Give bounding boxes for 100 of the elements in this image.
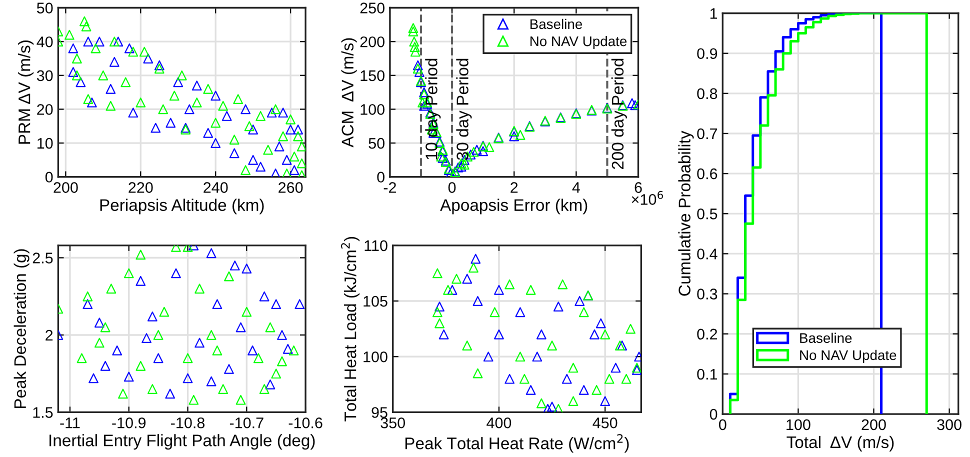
point	[166, 118, 176, 128]
point	[468, 146, 479, 157]
point	[224, 271, 234, 282]
point	[106, 100, 116, 111]
point	[88, 373, 98, 384]
point	[282, 155, 292, 165]
point	[242, 306, 252, 317]
y-tick-label: 0.5	[697, 208, 718, 220]
point	[259, 384, 270, 394]
point	[100, 322, 110, 332]
point	[271, 299, 282, 310]
point	[270, 104, 281, 114]
point	[165, 388, 176, 399]
point	[233, 94, 244, 104]
point	[578, 307, 589, 318]
point	[288, 345, 299, 356]
point	[154, 60, 164, 70]
point	[621, 374, 632, 384]
point	[504, 374, 515, 384]
x-tick-label: -10.6	[288, 417, 322, 428]
point	[230, 260, 240, 270]
x-tick-label: 200	[54, 182, 78, 193]
point	[76, 77, 86, 88]
legend-label: No NAV Update	[530, 36, 627, 49]
point	[490, 307, 500, 318]
point	[286, 124, 296, 134]
x-tick-label: 350	[380, 417, 405, 428]
point	[154, 64, 164, 74]
point	[282, 344, 293, 354]
y-tick-label: 50	[36, 2, 53, 14]
point	[142, 333, 152, 344]
point	[94, 338, 104, 348]
point	[453, 162, 464, 172]
point	[410, 42, 420, 52]
point	[289, 165, 300, 176]
point	[147, 312, 158, 322]
point	[286, 114, 296, 124]
point	[192, 98, 202, 108]
point	[509, 131, 520, 142]
point	[218, 100, 228, 111]
y-tick-label: 40	[36, 36, 53, 48]
point	[432, 307, 442, 318]
point	[169, 90, 180, 101]
ref-line-label: 30 day Period	[456, 58, 472, 160]
point	[536, 398, 546, 408]
point	[632, 365, 642, 375]
y-tick-label: 0.6	[697, 168, 718, 180]
point	[558, 279, 568, 290]
point	[81, 21, 92, 32]
y-tick-label: 100	[360, 104, 384, 115]
x-tick-label: 2	[510, 182, 518, 193]
point	[296, 158, 306, 168]
point	[259, 291, 270, 302]
point	[173, 77, 184, 88]
x-axis-title: Periapsis Altitude (km)	[100, 198, 264, 214]
point	[136, 360, 146, 371]
point	[150, 122, 161, 133]
point	[504, 279, 515, 290]
point	[109, 36, 120, 47]
point	[194, 338, 204, 348]
point	[289, 152, 300, 162]
point	[526, 385, 536, 395]
point	[224, 364, 234, 374]
point	[128, 108, 138, 118]
point	[212, 345, 222, 356]
x-axis-title: Peak Total Heat Rate (W/cm$^{2}$)	[405, 434, 629, 453]
point	[118, 388, 128, 399]
point	[68, 67, 78, 77]
point	[494, 284, 504, 295]
y-tick-label: 0.2	[697, 328, 718, 340]
point	[578, 385, 589, 395]
point	[263, 144, 274, 155]
point	[293, 124, 303, 134]
point	[182, 353, 193, 364]
point	[515, 307, 526, 318]
point	[468, 262, 478, 273]
y-tick-label: 95	[372, 407, 388, 418]
point	[277, 356, 287, 366]
point	[159, 306, 170, 317]
point	[100, 360, 110, 371]
y-tick-label: 2.5	[32, 252, 53, 264]
point	[553, 404, 564, 412]
point	[256, 111, 266, 121]
point	[147, 384, 158, 394]
point	[128, 46, 138, 57]
point	[494, 329, 504, 340]
point	[412, 60, 423, 70]
point	[206, 330, 216, 340]
point	[266, 108, 277, 118]
point	[562, 374, 572, 384]
point	[244, 121, 254, 132]
y-tick-label: 105	[364, 296, 388, 307]
point	[83, 36, 94, 47]
point	[536, 329, 546, 340]
point	[248, 155, 258, 165]
point	[568, 362, 578, 373]
x-tick-label: 200	[862, 419, 886, 430]
point	[600, 329, 610, 340]
x-tick-label: -10.8	[171, 417, 205, 428]
x-tick-label: -11	[60, 418, 80, 428]
